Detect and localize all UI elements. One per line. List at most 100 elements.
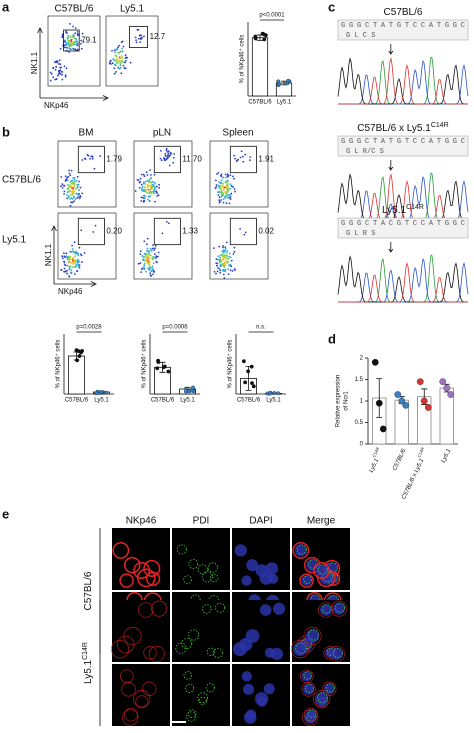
event-dot xyxy=(242,160,245,163)
x-axis-label: NKp46 xyxy=(58,287,83,296)
event-dot xyxy=(115,71,117,73)
arrow-head xyxy=(51,225,57,232)
event-dot xyxy=(66,188,69,190)
dot xyxy=(268,391,273,396)
event-dot xyxy=(222,198,225,201)
y-axis-label: % of NKp46⁺ cells xyxy=(141,340,148,389)
event-dot xyxy=(154,200,156,203)
event-dot xyxy=(72,187,75,190)
residues: G L R/C S xyxy=(346,148,384,156)
event-dot xyxy=(221,269,224,272)
event-dot xyxy=(154,247,156,250)
event-dot xyxy=(149,169,151,172)
event-dot xyxy=(215,184,218,186)
event-dot xyxy=(70,179,73,182)
column-header: Merge xyxy=(307,516,336,527)
er-signal xyxy=(207,562,218,573)
event-dot xyxy=(69,35,72,38)
x-tick-label-main: C57BL/6 x Ly5.1 xyxy=(401,458,425,501)
event-dot xyxy=(76,186,79,189)
event-dot xyxy=(64,270,67,273)
event-dot xyxy=(227,175,229,178)
event-dot xyxy=(78,180,80,183)
event-dot xyxy=(60,66,62,69)
event-dot xyxy=(67,187,70,190)
event-dot xyxy=(143,194,146,197)
event-dot xyxy=(62,184,65,187)
event-dot xyxy=(69,198,71,200)
event-dot xyxy=(72,41,75,43)
er-signal xyxy=(335,602,346,613)
event-dot xyxy=(117,67,120,70)
event-dot xyxy=(77,183,80,186)
gate-value: 1.33 xyxy=(182,227,198,236)
event-dot xyxy=(81,261,83,264)
event-dot xyxy=(119,66,122,69)
event-dot xyxy=(221,185,224,188)
event-dot xyxy=(147,251,150,254)
event-dot xyxy=(221,182,224,185)
event-dot xyxy=(227,268,230,271)
event-dot xyxy=(76,197,78,199)
event-dot xyxy=(146,179,149,182)
nucleus xyxy=(319,604,332,616)
event-dot xyxy=(222,259,225,261)
gate xyxy=(229,217,257,246)
event-dot xyxy=(66,272,69,275)
event-dot xyxy=(156,185,158,188)
er-signal xyxy=(209,573,219,583)
event-dot xyxy=(50,72,53,75)
event-dot xyxy=(72,190,75,193)
event-dot xyxy=(226,173,229,176)
er-signal xyxy=(206,647,216,657)
nucleus xyxy=(241,671,252,682)
event-dot xyxy=(61,78,64,81)
panel-label: a xyxy=(2,0,10,14)
event-dot xyxy=(149,257,151,259)
event-dot xyxy=(239,156,242,159)
event-dot xyxy=(226,192,229,195)
x-tick-label: C57BL/6 xyxy=(65,398,89,404)
event-dot xyxy=(156,261,159,264)
event-dot xyxy=(49,71,52,74)
event-dot xyxy=(226,188,229,191)
event-dot xyxy=(140,271,143,273)
event-dot xyxy=(142,266,144,269)
event-dot xyxy=(73,273,76,275)
event-dot xyxy=(71,47,74,50)
event-dot xyxy=(169,154,171,157)
event-dot xyxy=(139,41,142,43)
event-dot xyxy=(139,253,142,256)
event-dot xyxy=(222,201,225,204)
event-dot xyxy=(61,183,64,186)
event-dot xyxy=(142,182,145,185)
event-dot xyxy=(120,72,123,75)
event-dot xyxy=(143,199,145,202)
event-dot xyxy=(66,46,68,49)
event-dot xyxy=(68,185,70,188)
event-dot xyxy=(124,54,127,57)
event-dot xyxy=(222,249,225,252)
event-dot xyxy=(216,262,219,265)
event-dot xyxy=(223,261,226,264)
er-signal xyxy=(181,638,193,649)
event-dot xyxy=(227,273,230,276)
event-dot xyxy=(69,271,72,274)
gate-value: 0.02 xyxy=(258,227,274,236)
dot xyxy=(104,390,109,395)
event-dot xyxy=(61,73,63,76)
event-dot xyxy=(216,270,219,273)
membrane xyxy=(119,669,134,684)
event-dot xyxy=(153,185,155,188)
event-dot xyxy=(73,200,76,203)
event-dot xyxy=(68,51,70,53)
event-dot xyxy=(117,51,120,54)
event-dot xyxy=(68,169,70,172)
x-tick-label: C57BL/6 xyxy=(151,398,175,404)
event-dot xyxy=(224,269,227,271)
arrow-marker xyxy=(388,44,394,55)
event-dot xyxy=(66,184,69,186)
event-dot xyxy=(118,60,121,62)
event-dot xyxy=(158,183,161,186)
